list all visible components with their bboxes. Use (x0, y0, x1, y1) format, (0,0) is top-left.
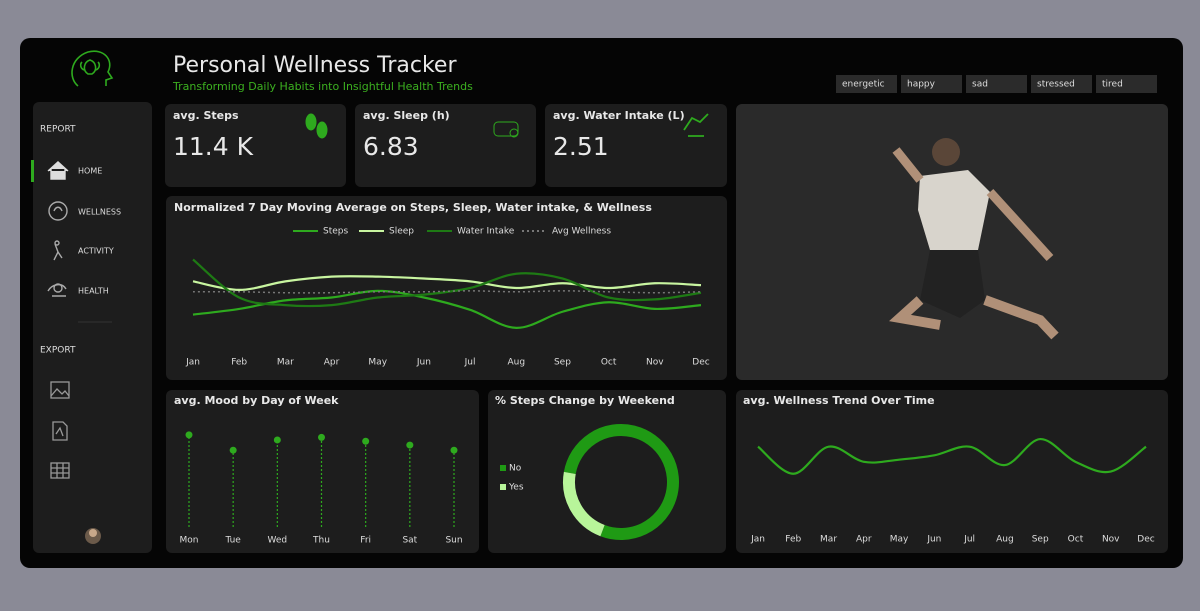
series-line (192, 275, 702, 292)
x-tick-label: Apr (324, 358, 340, 368)
page-title: Personal Wellness Tracker (173, 53, 457, 78)
lollipop-dot (362, 437, 370, 445)
series-line (192, 289, 702, 330)
section-label: REPORT (40, 125, 76, 135)
lollipop-dot (406, 441, 414, 449)
filter-label[interactable]: sad (972, 80, 988, 90)
chart-card (166, 390, 479, 553)
filter-label[interactable]: tired (1102, 80, 1123, 90)
nav-item[interactable]: HOME (78, 167, 102, 176)
kpi-label: avg. Sleep (h) (363, 109, 450, 122)
legend-label: Avg Wellness (552, 227, 611, 237)
x-tick-label: Wed (268, 536, 288, 546)
x-tick-label: Mar (820, 535, 837, 545)
legend-swatch (500, 484, 506, 490)
x-tick-label: Nov (1102, 535, 1120, 545)
avatar-face (89, 529, 97, 537)
x-tick-label: Sep (554, 358, 571, 368)
lollipop-dot (229, 446, 237, 454)
filter-label[interactable]: energetic (842, 80, 885, 90)
x-tick-label: Oct (601, 358, 617, 368)
filter-button[interactable] (836, 75, 897, 93)
x-tick-label: Jul (963, 535, 975, 545)
nav-item[interactable]: ACTIVITY (78, 247, 114, 256)
x-tick-label: May (368, 358, 387, 368)
chart-card (736, 390, 1168, 553)
x-tick-label: Jun (416, 358, 431, 368)
x-tick-label: Jan (750, 535, 765, 545)
x-tick-label: Apr (856, 535, 872, 545)
kpi-card (545, 104, 727, 187)
filter-label[interactable]: happy (907, 80, 936, 90)
chart-title: avg. Mood by Day of Week (174, 394, 339, 407)
legend-label: Steps (323, 227, 348, 237)
filter-button[interactable] (901, 75, 962, 93)
kpi-label: avg. Steps (173, 109, 239, 122)
kpi-icons (305, 113, 709, 139)
x-tick-label: Fri (360, 536, 371, 546)
legend-swatch (500, 465, 506, 471)
kpi-value: 6.83 (363, 132, 419, 161)
x-tick-label: Sat (402, 536, 417, 546)
x-tick-label: Thu (312, 536, 330, 546)
x-tick-label: Mar (277, 358, 294, 368)
x-tick-label: Sun (445, 536, 462, 546)
logo (71, 50, 114, 87)
x-tick-label: Feb (231, 358, 247, 368)
donut-segment (563, 471, 605, 537)
x-tick-label: Oct (1068, 535, 1084, 545)
active-indicator (31, 160, 34, 182)
donut-segment (563, 424, 679, 540)
chart-title: avg. Wellness Trend Over Time (743, 394, 935, 407)
page-subtitle: Transforming Daily Habits into Insightfu… (172, 80, 473, 93)
legend-label: No (509, 464, 522, 474)
lollipop-dot (318, 433, 325, 441)
x-tick-label: Aug (996, 535, 1014, 545)
x-tick-label: Tue (224, 536, 241, 546)
series-line (192, 258, 702, 308)
legend-label: Yes (508, 483, 524, 493)
x-tick-label: Feb (785, 535, 801, 545)
legend-label: Water Intake (457, 227, 515, 237)
kpi-value: 2.51 (553, 132, 609, 161)
export-icons[interactable] (50, 381, 70, 479)
x-tick-label: Jan (185, 358, 200, 368)
filter-button[interactable] (1031, 75, 1092, 93)
filter-button[interactable] (1096, 75, 1157, 93)
filter-label[interactable]: stressed (1037, 80, 1075, 90)
kpi-card (355, 104, 536, 187)
x-tick-label: Mon (180, 536, 199, 546)
nav-items: HOME WELLNESS ACTIVITY HEALTH (78, 167, 121, 296)
filter-button[interactable] (966, 75, 1027, 93)
x-tick-label: Aug (507, 358, 525, 368)
nav-icons (47, 161, 69, 297)
kpi-label: avg. Water Intake (L) (553, 109, 685, 122)
athlete-photo (889, 138, 1059, 340)
chart-title: Normalized 7 Day Moving Average on Steps… (174, 201, 652, 214)
chart-title: % Steps Change by Weekend (495, 394, 675, 407)
legend-label: Sleep (389, 227, 414, 237)
x-tick-label: May (890, 535, 909, 545)
section-label: EXPORT (40, 346, 76, 356)
x-tick-label: Dec (1137, 535, 1154, 545)
trend-line (757, 437, 1147, 475)
nav-item[interactable]: HEALTH (78, 287, 109, 296)
x-tick-label: Sep (1032, 535, 1049, 545)
kpi-value: 11.4 K (173, 132, 254, 161)
x-tick-label: Jul (464, 358, 476, 368)
lollipop-dot (185, 431, 193, 439)
mood-filters: energetic happy sad stressed tired (836, 75, 1157, 93)
kpi-card (165, 104, 346, 187)
x-tick-label: Jun (926, 535, 941, 545)
lollipop-dot (450, 446, 458, 454)
chart-card (166, 196, 727, 380)
x-tick-label: Dec (692, 358, 709, 368)
x-tick-label: Nov (646, 358, 664, 368)
lollipop-dot (273, 436, 281, 444)
nav-item[interactable]: WELLNESS (78, 208, 121, 217)
